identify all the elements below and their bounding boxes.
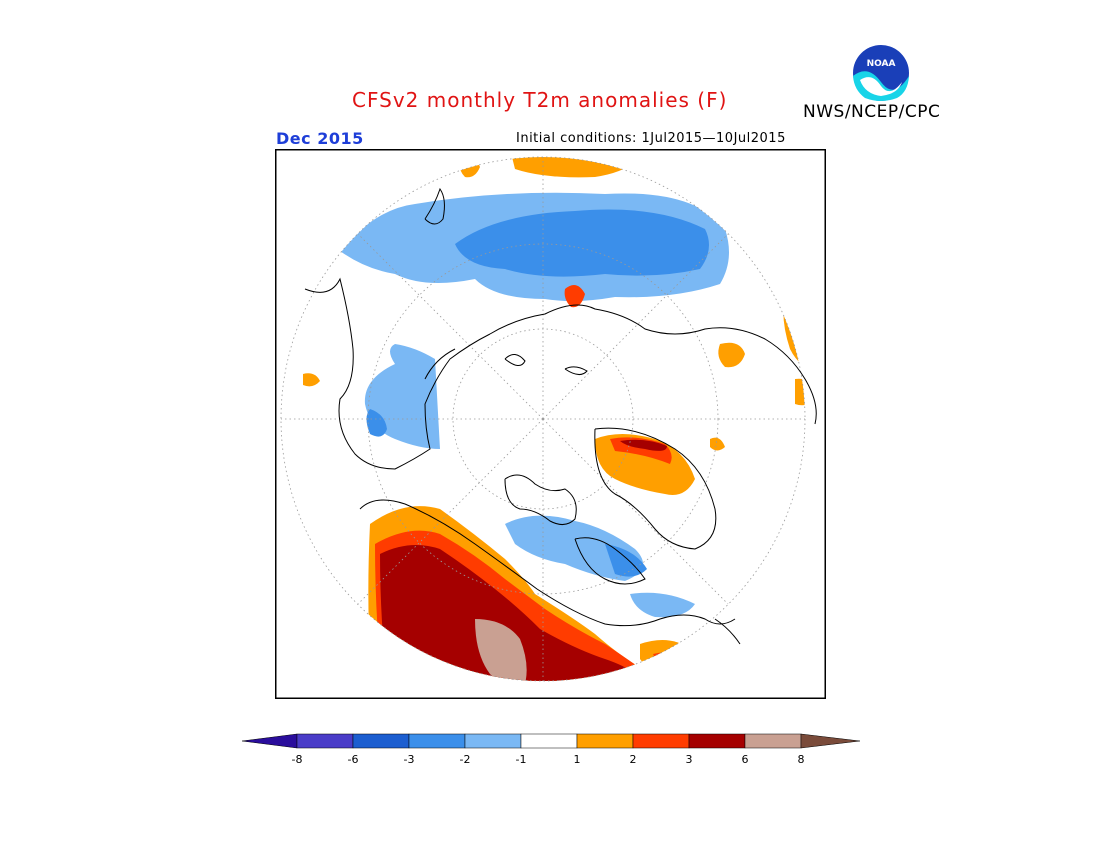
fill-pos-1-mongolia [718, 342, 745, 368]
colorbar-swatches [296, 733, 802, 749]
colorbar-cap-max [800, 733, 861, 749]
colorbar-tick: 3 [686, 753, 693, 766]
valid-month-label: Dec 2015 [276, 129, 364, 148]
fill-neg-1-hudson [630, 592, 695, 618]
fill-pos-1-iberia [303, 373, 320, 387]
graticule [280, 156, 806, 682]
coastlines [304, 187, 817, 645]
fill-pos-1-tibet [710, 437, 725, 451]
colorbar-tick: -6 [348, 753, 359, 766]
fill-neg-2-eurasia [455, 209, 709, 277]
polar-anomaly-map [275, 149, 826, 699]
fill-pos-2-sea [564, 285, 585, 308]
colorbar-tick: 1 [574, 753, 581, 766]
fill-pos-1-asia-north [510, 157, 645, 178]
agency-label: NWS/NCEP/CPC [803, 102, 941, 122]
colorbar-tick: -2 [460, 753, 471, 766]
colorbar-tick: 6 [742, 753, 749, 766]
fill-neg-2-europe [366, 409, 387, 437]
fill-pos-3-siberia [620, 439, 667, 451]
colorbar-tick: 2 [630, 753, 637, 766]
colorbar-tick: -3 [404, 753, 415, 766]
colorbar-legend: -8 -6 -3 -2 -1 1 2 3 6 8 [241, 733, 861, 766]
logo-text: NOAA [867, 59, 896, 69]
colorbar-tick: -1 [516, 753, 527, 766]
initial-conditions-label: Initial conditions: 1Jul2015—10Jul2015 [516, 131, 786, 146]
colorbar-tick: -8 [292, 753, 303, 766]
colorbar-tick: 8 [798, 753, 805, 766]
fill-neg-1-canada [505, 515, 643, 581]
chart-title: CFSv2 monthly T2m anomalies (F) [352, 88, 728, 112]
fill-pos-4-namerica [475, 619, 527, 681]
colorbar-ticks: -8 -6 -3 -2 -1 1 2 3 6 8 [292, 753, 805, 766]
noaa-logo-icon: NOAA [851, 43, 911, 103]
fill-pos-1-china [795, 378, 805, 406]
colorbar-cap-min [241, 733, 298, 749]
anomaly-fields [303, 157, 805, 681]
